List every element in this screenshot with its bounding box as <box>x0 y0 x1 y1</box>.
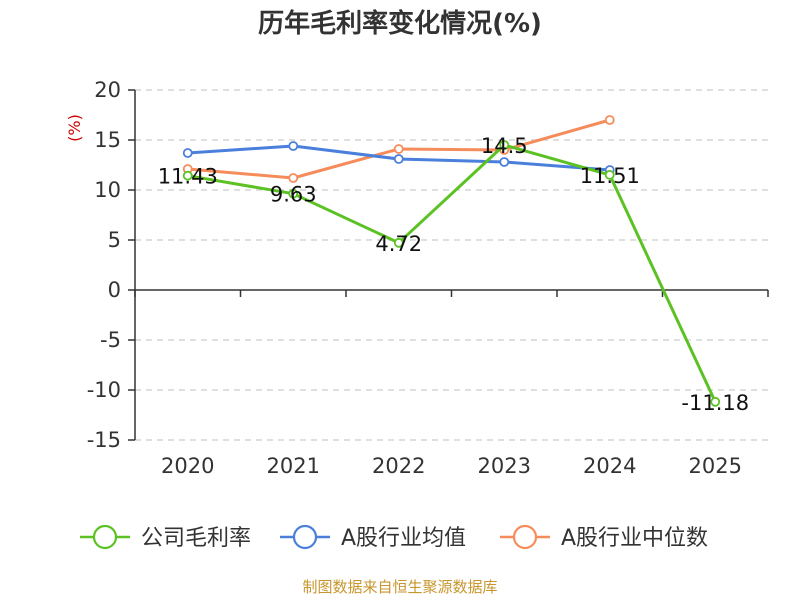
legend-label: A股行业均值 <box>341 526 466 551</box>
data-point[interactable] <box>182 170 193 181</box>
data-point[interactable] <box>288 188 299 199</box>
x-tick-label: 2025 <box>689 454 742 478</box>
axis-layer: 20 15 10 5 0 -5 -10 -15 2020 2021 2022 2023 2024 2025 <box>87 78 769 478</box>
y-tick-label: -10 <box>87 378 121 402</box>
data-label-layer: 11.43 9.63 4.72 14.5 11.51 -11.18 <box>158 134 749 415</box>
data-point[interactable] <box>604 115 615 125</box>
legend-item[interactable]: A股行业中位数 <box>500 524 708 551</box>
data-point[interactable] <box>393 144 404 154</box>
legend-marker <box>92 524 118 550</box>
data-label: 11.51 <box>580 164 640 188</box>
data-point[interactable] <box>288 173 299 183</box>
x-tick-label: 2023 <box>478 454 531 478</box>
x-tick-label: 2022 <box>372 454 425 478</box>
y-tick-label: 15 <box>94 128 121 152</box>
data-point[interactable] <box>182 148 193 158</box>
series-line <box>187 143 717 403</box>
y-tick-label: -5 <box>100 328 121 352</box>
data-label: 11.43 <box>158 165 218 189</box>
data-point[interactable] <box>604 169 615 180</box>
x-tick-label: 2024 <box>583 454 636 478</box>
x-tick-label: 2021 <box>267 454 320 478</box>
data-point[interactable] <box>393 154 404 164</box>
grid-layer <box>135 89 768 441</box>
data-point[interactable] <box>499 157 510 167</box>
y-tick-label: 0 <box>108 278 121 302</box>
legend-label: 公司毛利率 <box>141 526 251 551</box>
data-label: 4.72 <box>375 232 422 256</box>
data-label: 9.63 <box>270 183 317 207</box>
data-point[interactable] <box>499 140 510 150</box>
data-label: -11.18 <box>681 391 749 415</box>
series-layer <box>182 115 721 407</box>
legend-marker <box>512 524 538 550</box>
series-公司毛利率 <box>182 140 721 407</box>
source-note: 制图数据来自恒生聚源数据库 <box>302 578 497 596</box>
data-point[interactable] <box>288 141 299 151</box>
x-tick-label: 2020 <box>161 454 214 478</box>
legend[interactable]: 公司毛利率 A股行业均值 A股行业中位数 <box>80 524 708 551</box>
data-point[interactable] <box>710 396 721 407</box>
series-A股行业均值 <box>182 141 615 175</box>
data-point[interactable] <box>393 237 404 248</box>
legend-label: A股行业中位数 <box>561 526 708 551</box>
y-tick-label: -15 <box>87 428 121 452</box>
y-tick-label: 10 <box>94 178 121 202</box>
y-tick-label: 5 <box>108 228 121 252</box>
chart-title: 历年毛利率变化情况(%) <box>258 8 542 39</box>
legend-marker <box>292 524 318 550</box>
legend-item[interactable]: A股行业均值 <box>280 524 466 551</box>
data-label: 14.5 <box>481 134 528 158</box>
y-axis-label: (%) <box>65 114 84 142</box>
y-tick-label: 20 <box>94 78 121 102</box>
legend-item[interactable]: 公司毛利率 <box>80 524 251 551</box>
